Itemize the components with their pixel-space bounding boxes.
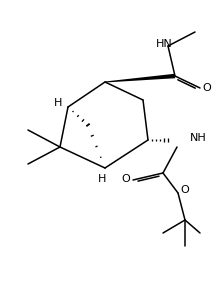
Text: NH: NH [190,133,207,143]
Text: O: O [181,185,189,195]
Text: O: O [122,174,130,184]
Text: O: O [203,83,211,93]
Text: H: H [98,174,106,184]
Text: H: H [54,98,62,108]
Polygon shape [105,74,175,82]
Text: HN: HN [156,39,172,49]
